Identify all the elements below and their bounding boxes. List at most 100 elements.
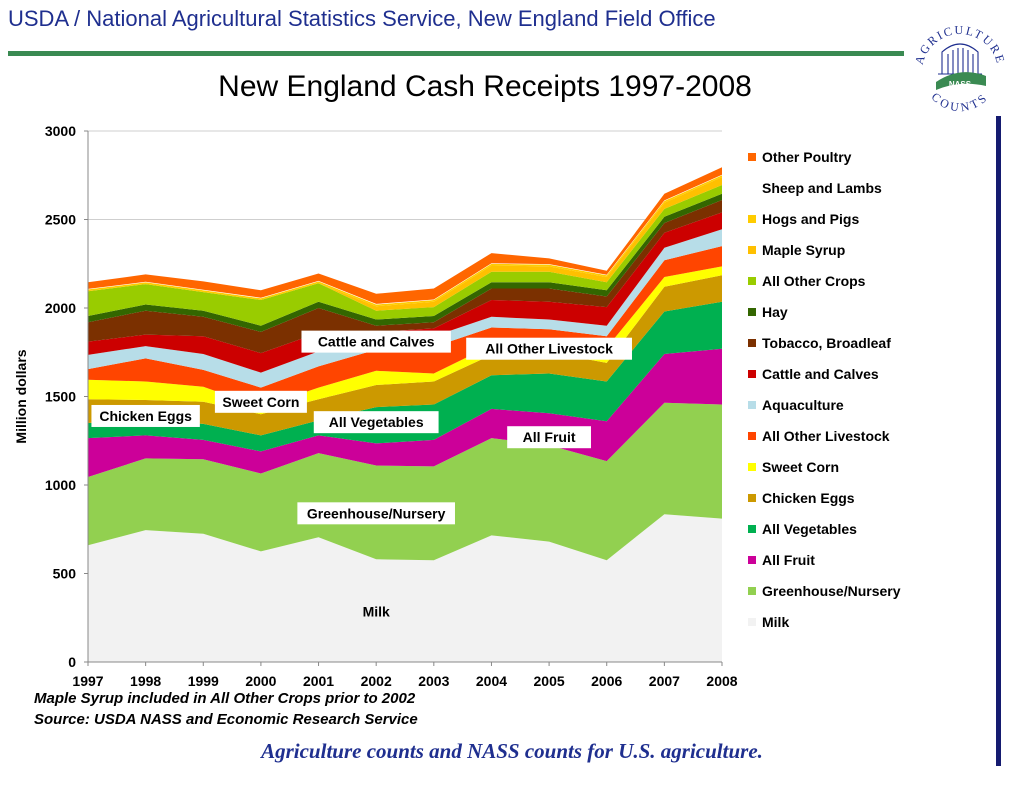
x-tick-label: 2008 (706, 673, 737, 689)
legend-swatch (748, 214, 756, 223)
legend-swatch (748, 462, 756, 471)
tagline: Agriculture counts and NASS counts for U… (261, 739, 763, 763)
legend-swatch (748, 245, 756, 254)
x-tick-label: 2006 (591, 673, 622, 689)
x-tick-label: 1998 (130, 673, 161, 689)
legend-item-all-other-livestock: All Other Livestock (748, 420, 901, 451)
legend-label: Other Poultry (762, 148, 852, 165)
x-tick-label: 1999 (188, 673, 219, 689)
x-tick-label: 2002 (361, 673, 392, 689)
legend-label: All Fruit (762, 551, 815, 568)
annotation-box (297, 502, 455, 525)
y-tick-label: 2500 (45, 212, 76, 228)
logo-badge-text: NASS (949, 80, 972, 89)
area-milk (88, 514, 722, 662)
x-tick-label: 1997 (72, 673, 103, 689)
legend-item-all-vegetables: All Vegetables (748, 513, 901, 544)
x-tick-label: 2003 (418, 673, 449, 689)
note-maple-syrup: Maple Syrup included in All Other Crops … (34, 690, 416, 707)
y-tick-label: 1500 (45, 389, 76, 405)
legend-swatch (748, 276, 756, 285)
x-tick-label: 2004 (476, 673, 507, 689)
y-tick-label: 0 (68, 654, 76, 670)
annotation-box (91, 404, 200, 427)
y-tick-label: 3000 (45, 123, 76, 139)
legend-item-cattle-and-calves: Cattle and Calves (748, 358, 901, 389)
y-tick-label: 500 (53, 566, 77, 582)
x-tick-label: 2005 (534, 673, 565, 689)
legend-item-sweet-corn: Sweet Corn (748, 451, 901, 482)
annotation-label: Greenhouse/Nursery (307, 505, 446, 521)
annotation-label: All Fruit (523, 429, 576, 445)
legend-swatch (748, 183, 756, 192)
note-source: Source: USDA NASS and Economic Research … (34, 711, 418, 728)
legend-swatch (748, 152, 756, 161)
annotation-label: Milk (363, 604, 390, 620)
legend-swatch (748, 369, 756, 378)
agriculture-counts-logo: AGRICULTURE COUNTS NASS (912, 23, 1006, 114)
annotation-box (301, 330, 451, 353)
legend-label: All Other Livestock (762, 427, 890, 444)
legend-item-other-poultry: Other Poultry (748, 141, 901, 172)
legend-label: All Vegetables (762, 520, 857, 537)
legend-label: Greenhouse/Nursery (762, 582, 901, 599)
legend-item-hogs-and-pigs: Hogs and Pigs (748, 203, 901, 234)
area-all-vegetables (88, 301, 722, 452)
legend-label: Chicken Eggs (762, 489, 855, 506)
y-tick-label: 1000 (45, 477, 76, 493)
legend-label: Aquaculture (762, 396, 844, 413)
legend-item-maple-syrup: Maple Syrup (748, 234, 901, 265)
y-axis-title: Million dollars (13, 349, 29, 443)
legend-item-sheep-and-lambs: Sheep and Lambs (748, 172, 901, 203)
legend-swatch (748, 400, 756, 409)
legend-item-chicken-eggs: Chicken Eggs (748, 482, 901, 513)
legend-item-all-other-crops: All Other Crops (748, 265, 901, 296)
legend-item-milk: Milk (748, 606, 901, 637)
legend-label: Hogs and Pigs (762, 210, 860, 227)
legend-swatch (748, 431, 756, 440)
y-tick-label: 2000 (45, 300, 76, 316)
legend-item-hay: Hay (748, 296, 901, 327)
header-rule (8, 51, 904, 56)
right-accent-bar (996, 116, 1001, 766)
annotation-label: Chicken Eggs (99, 408, 192, 424)
legend-label: Tobacco, Broadleaf (762, 334, 891, 351)
legend-swatch (748, 493, 756, 502)
x-tick-label: 2001 (303, 673, 334, 689)
legend-swatch (748, 338, 756, 347)
chart-legend: Other Poultry Sheep and Lambs Hogs and Pig… (748, 141, 901, 637)
legend-swatch (748, 307, 756, 316)
legend-swatch (748, 586, 756, 595)
legend-item-greenhouse-nursery: Greenhouse/Nursery (748, 575, 901, 606)
annotation-box (214, 390, 307, 413)
area-greenhouse-nursery (88, 402, 722, 561)
legend-label: Sweet Corn (762, 458, 840, 475)
legend-item-aquaculture: Aquaculture (748, 389, 901, 420)
legend-swatch (748, 524, 756, 533)
logo-field-icon (936, 72, 986, 90)
chart-title: New England Cash Receipts 1997-2008 (218, 70, 752, 103)
annotation-box (313, 411, 439, 434)
annotation-label: All Vegetables (329, 414, 424, 430)
legend-swatch (748, 617, 756, 626)
legend-label: Maple Syrup (762, 241, 846, 258)
legend-label: Sheep and Lambs (762, 179, 882, 196)
annotation-label: All Other Livestock (485, 341, 613, 357)
area-sweet-corn (88, 266, 722, 415)
x-tick-label: 2007 (649, 673, 680, 689)
legend-swatch (748, 555, 756, 564)
legend-label: Hay (762, 303, 788, 320)
legend-item-all-fruit: All Fruit (748, 544, 901, 575)
legend-label: Milk (762, 613, 790, 630)
logo-capitol-icon (938, 43, 982, 75)
legend-item-tobacco-broadleaf: Tobacco, Broadleaf (748, 327, 901, 358)
legend-label: Cattle and Calves (762, 365, 879, 382)
annotation-box (507, 426, 591, 449)
annotation-box (466, 337, 632, 360)
x-tick-label: 2000 (245, 673, 276, 689)
legend-label: All Other Crops (762, 272, 866, 289)
annotation-label: Cattle and Calves (318, 334, 435, 350)
annotation-label: Sweet Corn (222, 394, 299, 410)
header-title: USDA / National Agricultural Statistics … (8, 6, 716, 31)
